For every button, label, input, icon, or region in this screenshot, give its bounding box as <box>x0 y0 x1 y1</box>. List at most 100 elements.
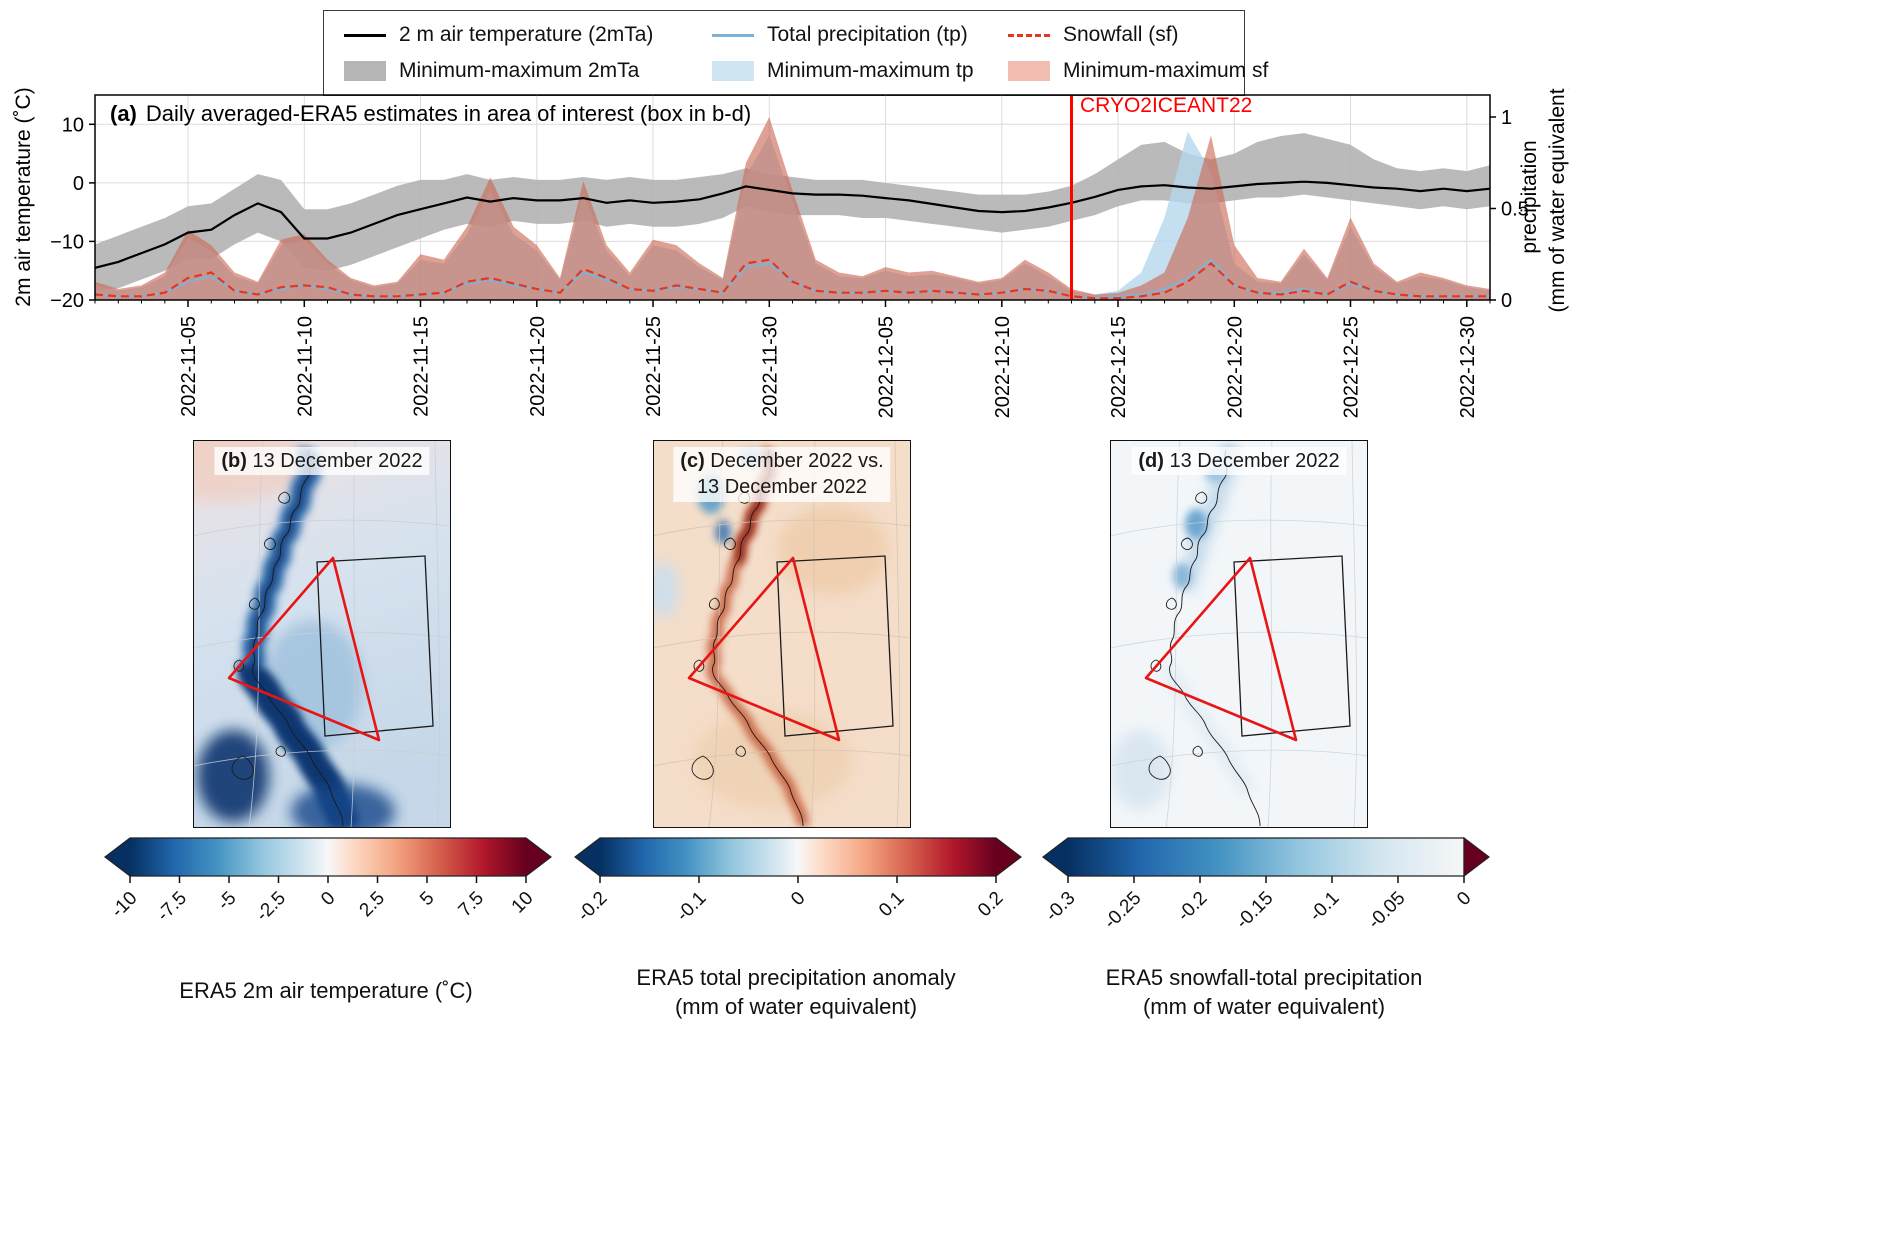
panel-b-map: (b) 13 December 2022 <box>193 440 451 828</box>
patch-swatch-tp <box>712 61 754 81</box>
x-tick-label: 2022-11-10 <box>294 316 316 417</box>
panel-d-map-canvas <box>1110 440 1368 828</box>
left-tick-label: −10 <box>50 231 84 253</box>
colorbar-tick-label: 7.5 <box>455 888 489 922</box>
colorbar-tick-label: 0.1 <box>875 888 909 922</box>
panel-c-label: (c) December 2022 vs. 13 December 2022 <box>673 447 891 502</box>
colorbar-ticks: -0.2 -0.1 0 0.1 0.2 <box>574 876 1008 926</box>
panel-b-title: 13 December 2022 <box>252 450 423 472</box>
panel-a-title: (a) Daily averaged-ERA5 estimates in area… <box>110 101 751 126</box>
panel-c-title-line1: December 2022 vs. <box>710 450 884 472</box>
colorbar-bar <box>1042 837 1465 877</box>
map-d-graticule <box>1110 440 1368 828</box>
colorbar-tick-label: -0.25 <box>1100 888 1145 933</box>
panel-c-title-line2: 13 December 2022 <box>696 476 868 499</box>
map-c-frame <box>653 440 911 828</box>
legend-label: Minimum-maximum tp <box>767 59 974 82</box>
area-of-interest-box <box>316 555 434 737</box>
line-swatch-sf <box>1008 33 1050 37</box>
x-tick-label: 2022-11-30 <box>759 316 781 417</box>
colorbar-tick-label: -5 <box>214 888 241 915</box>
panel-c-map: (c) December 2022 vs. 13 December 2022 <box>653 440 911 828</box>
colorbar-tick-label: -0.05 <box>1364 888 1409 933</box>
map-b-graticule <box>193 440 451 828</box>
panel-d-tag: (d) <box>1138 450 1164 472</box>
map-b-frame <box>193 440 451 828</box>
band-minimum-maximum-sf <box>95 117 1490 300</box>
panel-d-map: (d) 13 December 2022 <box>1110 440 1368 828</box>
legend-item-minmax-2mta: Minimum-maximum 2mTa <box>344 59 712 83</box>
legend-item-2mta: 2 m air temperature (2mTa) <box>344 23 712 47</box>
map-d-coastline <box>1148 449 1261 827</box>
panel-b-tag: (b) <box>221 450 247 472</box>
panel-d-title: 13 December 2022 <box>1169 450 1340 472</box>
flight-triangle <box>1144 556 1298 742</box>
area-of-interest-box <box>1233 555 1351 737</box>
x-tick-label: 2022-12-25 <box>1341 316 1363 418</box>
legend-label: Snowfall (sf) <box>1063 23 1179 46</box>
colorbar-temperature: -10 -7.5 -5 -2.5 0 2.5 5 7.5 10 <box>104 837 552 926</box>
colorbar-precip-anomaly-label: ERA5 total precipitation anomaly (mm of … <box>560 964 1032 1021</box>
right-axis-label-line1: precipitation <box>1518 140 1541 253</box>
legend-item-sf: Snowfall (sf) <box>1008 23 1268 47</box>
panel-a-timeseries: 10 0 −10 −20 1 0.5 0 2022-11-05 2022-11-10 2022-1… <box>12 88 1569 418</box>
colorbar-bar <box>104 837 552 877</box>
left-tick-label: 10 <box>62 114 84 136</box>
colorbar-tick-label: 0 <box>1453 888 1475 910</box>
map-d-frame <box>1110 440 1368 828</box>
right-tick-label: 1 <box>1501 107 1512 129</box>
x-tick-label: 2022-11-05 <box>178 316 200 417</box>
campaign-annotation: CRYO2ICEANT22 <box>1080 94 1252 117</box>
x-tick-label: 2022-12-30 <box>1457 316 1479 418</box>
colorbar-tick-label: -10 <box>107 888 141 922</box>
legend-item-minmax-sf: Minimum-maximum sf <box>1008 59 1268 83</box>
colorbar-ticks: -10 -7.5 -5 -2.5 0 2.5 5 7.5 10 <box>107 876 538 926</box>
x-tick-label: 2022-12-15 <box>1108 316 1130 418</box>
chart-legend: 2 m air temperature (2mTa) Total precipi… <box>323 10 1268 96</box>
panel-b-label: (b) 13 December 2022 <box>214 447 430 476</box>
panel-b-map-canvas <box>193 440 451 828</box>
right-tick-label: 0 <box>1501 290 1512 312</box>
panel-c-map-canvas <box>653 440 911 828</box>
legend-item-tp: Total precipitation (tp) <box>712 23 1008 47</box>
legend-label: Total precipitation (tp) <box>767 23 968 46</box>
left-tick-label: −20 <box>50 290 84 312</box>
colorbar-tick-label: 0.2 <box>974 888 1008 922</box>
x-tick-label: 2022-12-10 <box>992 316 1014 418</box>
colorbar-tick-label: 2.5 <box>356 888 390 922</box>
x-tick-label: 2022-12-05 <box>876 316 898 418</box>
colorbar-tick-label: 0 <box>317 888 339 910</box>
x-tick-label: 2022-11-20 <box>527 316 549 417</box>
right-tick-label: 0.5 <box>1501 199 1529 221</box>
left-axis-label: 2m air temperature (˚C) <box>12 88 35 307</box>
panel-a-tag: (a) <box>110 101 137 126</box>
colorbar-bar <box>574 837 1022 877</box>
patch-swatch-sf <box>1008 61 1050 81</box>
plot-area: 10 0 −10 −20 1 0.5 0 2022-11-05 2022-11-10 2022-1… <box>50 94 1529 418</box>
patch-swatch-2mta <box>344 61 386 81</box>
panel-c-tag: (c) <box>680 450 705 472</box>
x-tick-label: 2022-11-25 <box>643 316 665 417</box>
panel-c-label-line1: (c) December 2022 vs. <box>680 448 883 474</box>
map-b-coastline <box>231 449 344 827</box>
colorbar-label-line1: ERA5 total precipitation anomaly <box>636 965 956 990</box>
flight-triangle <box>687 556 841 742</box>
colorbar-tick-label: -0.2 <box>574 888 612 926</box>
x-tick-label: 2022-12-20 <box>1224 316 1246 418</box>
colorbar-tick-label: 5 <box>416 888 438 910</box>
x-tick-label: 2022-11-15 <box>411 316 433 417</box>
colorbar-tick-label: 10 <box>508 888 538 918</box>
colorbar-tick-label: -0.1 <box>673 888 711 926</box>
colorbar-label-line2: (mm of water equivalent) <box>1142 993 1386 1019</box>
colorbar-overflow-arrow <box>1463 836 1490 878</box>
legend-label: 2 m air temperature (2mTa) <box>399 23 654 46</box>
line-snowfall--sf- <box>94 258 1490 300</box>
legend-label: Minimum-maximum sf <box>1063 59 1269 82</box>
colorbar-tick-label: -0.3 <box>1042 888 1080 926</box>
colorbar-tick-label: -7.5 <box>153 888 191 926</box>
map-c-graticule <box>653 440 911 828</box>
right-axis-label-line2: (mm of water equivalent) <box>1546 88 1569 313</box>
colorbar-tick-label: -2.5 <box>252 888 290 926</box>
colorbar-snowfall-label: ERA5 snowfall-total precipitation (mm of… <box>1028 964 1500 1021</box>
